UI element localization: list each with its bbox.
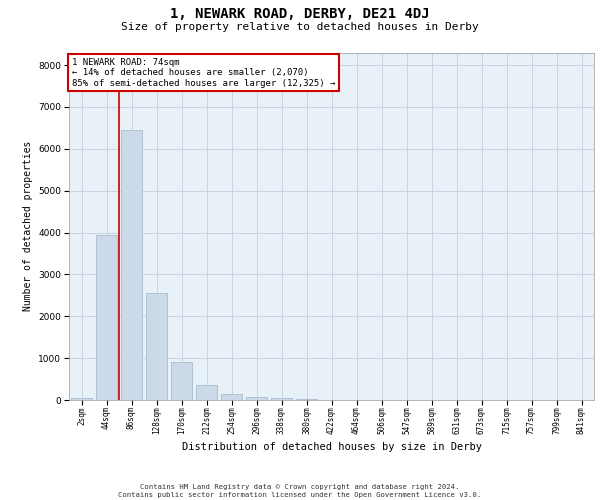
Text: 1 NEWARK ROAD: 74sqm
← 14% of detached houses are smaller (2,070)
85% of semi-de: 1 NEWARK ROAD: 74sqm ← 14% of detached h…: [71, 58, 335, 88]
Bar: [221, 394, 242, 400]
Bar: [296, 399, 317, 400]
X-axis label: Distribution of detached houses by size in Derby: Distribution of detached houses by size …: [182, 442, 482, 452]
Bar: [196, 384, 217, 400]
Bar: [96, 234, 117, 400]
Bar: [71, 398, 92, 400]
Bar: [146, 293, 167, 400]
Text: Size of property relative to detached houses in Derby: Size of property relative to detached ho…: [121, 22, 479, 32]
Bar: [271, 398, 292, 400]
Bar: [246, 397, 267, 400]
Text: 1, NEWARK ROAD, DERBY, DE21 4DJ: 1, NEWARK ROAD, DERBY, DE21 4DJ: [170, 8, 430, 22]
Text: Contains HM Land Registry data © Crown copyright and database right 2024.
Contai: Contains HM Land Registry data © Crown c…: [118, 484, 482, 498]
Bar: [121, 130, 142, 400]
Bar: [171, 362, 192, 400]
Y-axis label: Number of detached properties: Number of detached properties: [23, 141, 33, 312]
